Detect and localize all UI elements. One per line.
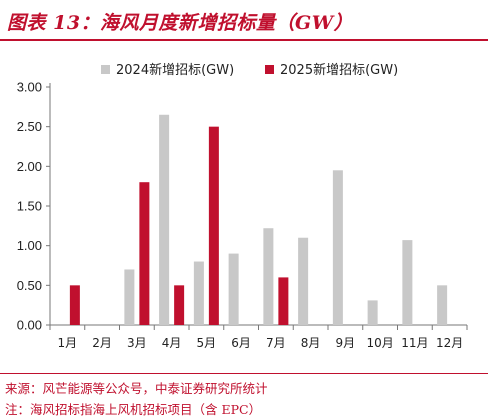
chart-legend: 2024新增招标(GW) 2025新增招标(GW) [101, 62, 398, 78]
bar-2025-7 [278, 277, 289, 325]
x-tick-label: 8月 [301, 336, 321, 350]
explanatory-note: 注：海风招标指海上风机招标项目（含 EPC） [5, 402, 262, 417]
bar-2024-12 [437, 285, 448, 325]
x-tick-label: 9月 [336, 336, 356, 350]
x-tick-label: 7月 [266, 336, 286, 350]
x-tick-label: 5月 [197, 336, 217, 350]
x-tick-label: 1月 [58, 336, 78, 350]
bar-chart: 2024新增招标(GW) 2025新增招标(GW) 0.00 0.50 1.00 1.5… [17, 62, 468, 350]
y-tick-label: 0.50 [17, 278, 42, 293]
y-tick-label: 0.00 [17, 318, 42, 333]
y-tick-label: 1.00 [17, 238, 42, 253]
figure-title: 图表 13：海风月度新增招标量（GW） [7, 12, 354, 34]
footer-rule [0, 373, 488, 374]
x-tick-label: 6月 [231, 336, 251, 350]
x-axis: 1月 2月 3月 4月 5月 6月 7月 8月 9月 10月 11月 12月 [49, 324, 468, 350]
x-tick-label: 4月 [162, 336, 182, 350]
y-axis: 0.00 0.50 1.00 1.50 2.00 2.50 3.00 [17, 80, 51, 333]
x-tick-label: 10月 [366, 336, 393, 350]
legend-label-2025: 2025新增招标(GW) [280, 62, 398, 78]
x-tick-label: 3月 [127, 336, 147, 350]
bar-2025-4 [174, 285, 185, 325]
bar-2025-5 [208, 126, 219, 326]
legend-swatch-2025 [265, 65, 274, 74]
bar-2024-4 [159, 114, 170, 326]
title-rule [0, 39, 488, 41]
x-tick-label: 11月 [401, 336, 428, 350]
y-tick-label: 1.50 [17, 199, 42, 214]
bar-2024-8 [298, 237, 309, 325]
bar-2025-3 [139, 182, 150, 325]
y-tick-label: 3.00 [17, 80, 42, 95]
bar-2025-1 [69, 285, 80, 325]
bar-2024-10 [367, 300, 378, 325]
legend-label-2024: 2024新增招标(GW) [116, 62, 234, 78]
source-note: 来源：风芒能源等公众号，中泰证券研究所统计 [5, 381, 268, 396]
bar-2024-5 [193, 261, 204, 325]
bar-2024-6 [228, 253, 239, 325]
bar-2024-7 [263, 228, 274, 325]
legend-swatch-2024 [101, 65, 110, 74]
figure-title-bar: 图表 13：海风月度新增招标量（GW） [0, 0, 488, 41]
x-tick-label: 2月 [92, 336, 112, 350]
bar-2024-9 [332, 170, 343, 325]
x-tick-label: 12月 [436, 336, 463, 350]
y-tick-label: 2.00 [17, 159, 42, 174]
bar-2024-11 [402, 240, 413, 325]
bars [69, 114, 448, 326]
y-tick-label: 2.50 [17, 119, 42, 134]
bar-2024-3 [124, 269, 135, 325]
